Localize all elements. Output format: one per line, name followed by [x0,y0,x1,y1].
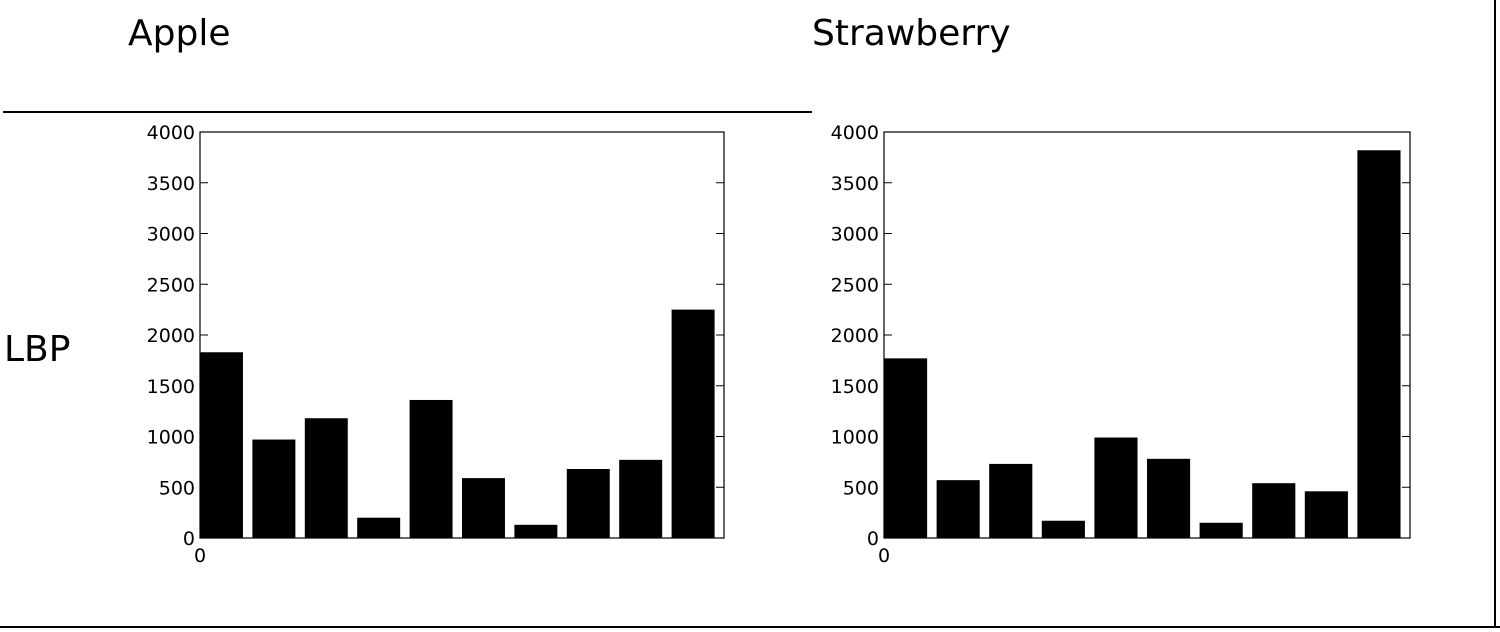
bar-strawberry-7 [1252,483,1296,538]
ytick-label-strawberry-3: 1500 [831,376,879,398]
bar-strawberry-2 [989,463,1033,538]
ytick-label-apple-7: 3500 [147,173,195,195]
ytick-label-apple-2: 1000 [147,427,195,449]
ytick-label-strawberry-7: 3500 [831,173,879,195]
bar-strawberry-0 [884,358,928,538]
bar-strawberry-6 [1199,522,1243,538]
bar-strawberry-9 [1357,150,1401,538]
ytick-label-strawberry-1: 500 [843,477,879,499]
column-title-apple: Apple [128,13,231,54]
ytick-label-strawberry-8: 4000 [831,122,879,144]
bar-apple-6 [514,524,558,538]
bar-apple-3 [357,517,401,538]
ytick-label-apple-4: 2000 [147,325,195,347]
column-title-strawberry: Strawberry [812,13,1011,54]
bar-apple-2 [304,418,348,538]
ytick-label-apple-0: 0 [183,528,195,550]
ytick-label-apple-1: 500 [159,477,195,499]
bottom-border [0,626,1500,628]
bar-apple-5 [462,478,505,538]
xtick-label-strawberry-0: 0 [878,545,890,567]
bar-apple-1 [252,439,296,538]
bar-apple-4 [409,399,453,538]
ytick-label-apple-6: 3000 [147,224,195,246]
bar-strawberry-3 [1041,520,1085,538]
bar-apple-0 [200,352,243,538]
ytick-label-strawberry-2: 1000 [831,427,879,449]
bar-apple-9 [671,309,715,538]
ytick-label-apple-8: 4000 [147,122,195,144]
xtick-label-apple-0: 0 [194,545,206,567]
right-border [1494,0,1496,628]
ytick-label-strawberry-0: 0 [867,528,879,550]
ytick-label-apple-3: 1500 [147,376,195,398]
ytick-label-strawberry-6: 3000 [831,224,879,246]
bar-strawberry-4 [1094,437,1138,538]
ytick-label-strawberry-5: 2500 [831,274,879,296]
bar-apple-8 [619,459,663,538]
bar-strawberry-5 [1147,458,1191,538]
header-divider [3,111,812,113]
ytick-label-strawberry-4: 2000 [831,325,879,347]
bar-apple-7 [566,468,610,538]
ytick-label-apple-5: 2500 [147,274,195,296]
bar-strawberry-1 [936,480,980,538]
bar-strawberry-8 [1304,491,1348,538]
row-label-lbp: LBP [4,329,71,370]
